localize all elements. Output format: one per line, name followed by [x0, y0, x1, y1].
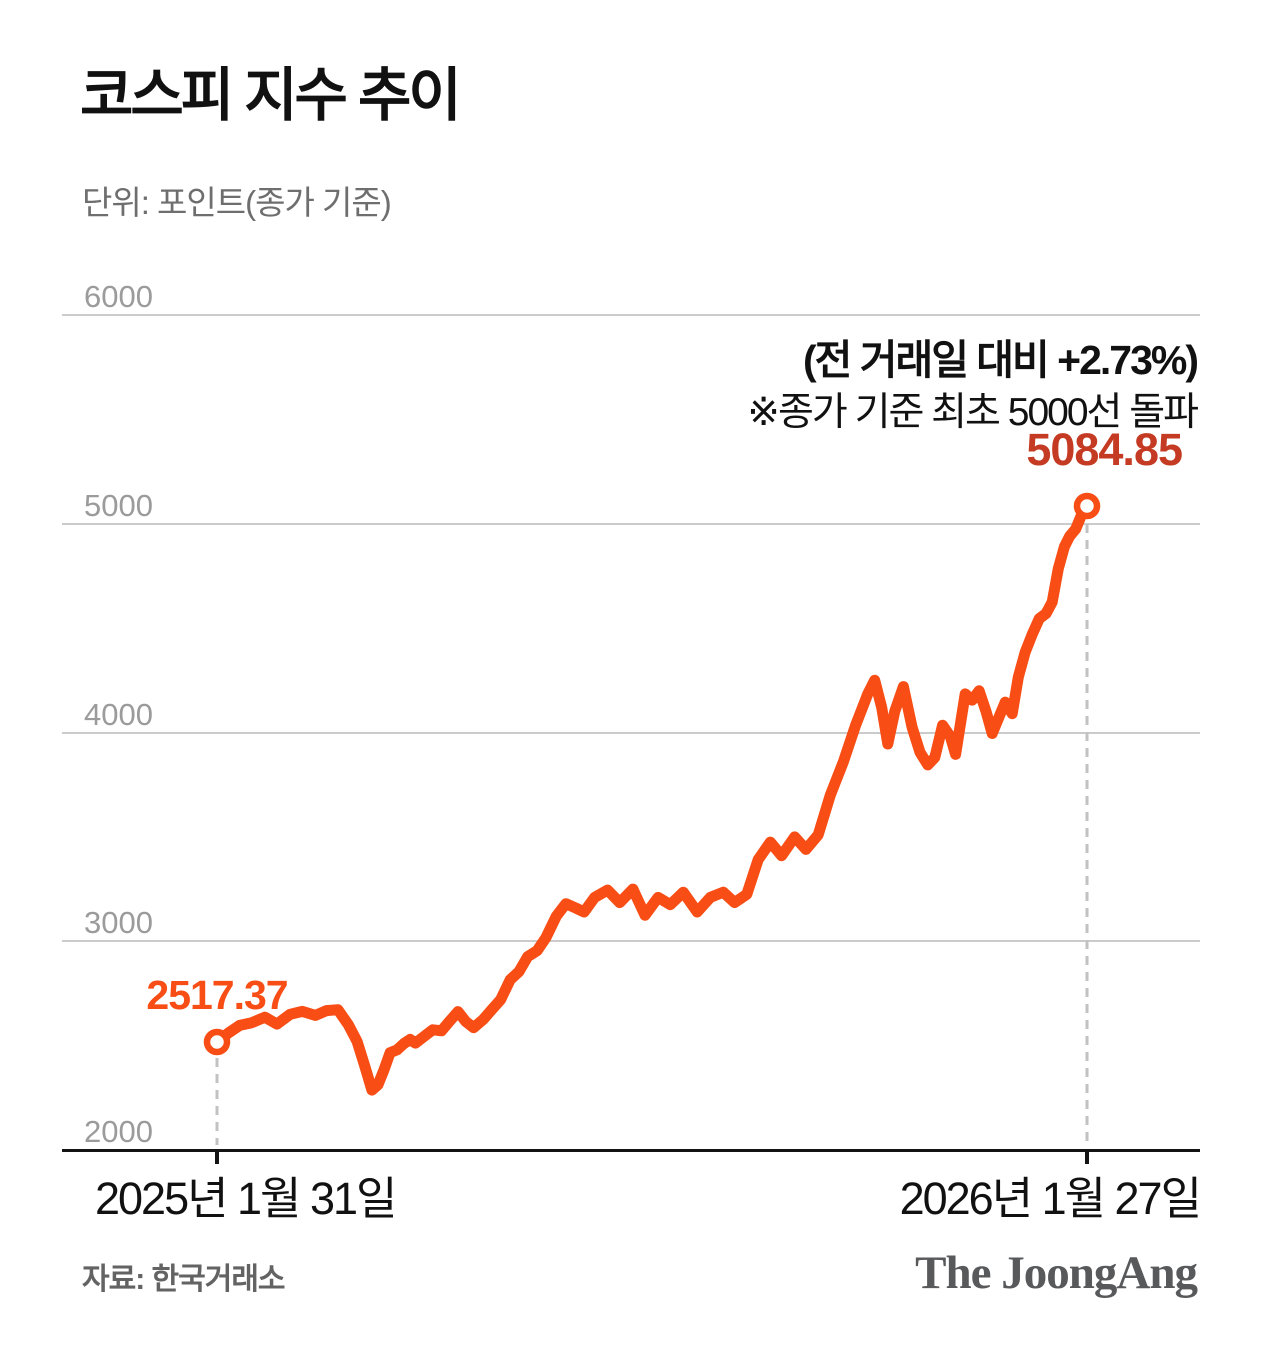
x-axis-end-date: 2026년 1월 27일 [899, 1173, 1202, 1224]
x-axis-start-date: 2025년 1월 31일 [95, 1173, 397, 1224]
x-tick-start [215, 1151, 219, 1164]
end-point-marker [1073, 492, 1101, 520]
y-tick-label-5000: 5000 [84, 487, 153, 523]
kospi-series-line [211, 500, 1093, 1096]
start-value-label: 2517.37 [146, 972, 288, 1018]
x-axis-baseline [62, 1149, 1200, 1152]
change-annotation: (전 거래일 대비 +2.73%) [802, 326, 1199, 386]
gridline-4000 [62, 731, 1200, 734]
record-breakthrough-note: ※종가 기준 최초 5000선 돌파 [747, 391, 1199, 434]
gridline-3000 [62, 940, 1200, 943]
start-point-marker [203, 1028, 231, 1056]
gridline-5000 [62, 522, 1200, 525]
y-tick-label-3000: 3000 [84, 905, 153, 941]
x-tick-end [1085, 1151, 1089, 1164]
change-annotation-value: +2.73%) [1057, 337, 1199, 383]
joongang-logo: The JoongAng [915, 1247, 1198, 1299]
page-title: 코스피 지수 추이 [80, 63, 462, 128]
gridline-6000 [62, 314, 1200, 316]
y-tick-label-4000: 4000 [84, 696, 153, 732]
source-credit: 자료: 한국거래소 [82, 1263, 286, 1296]
unit-label: 단위: 포인트(종가 기준) [82, 184, 392, 221]
change-annotation-prefix: (전 거래일 대비 [802, 337, 1058, 383]
end-value-label: 5084.85 [1026, 424, 1183, 475]
y-tick-label-2000: 2000 [84, 1114, 153, 1149]
y-tick-label-6000: 6000 [84, 279, 153, 314]
